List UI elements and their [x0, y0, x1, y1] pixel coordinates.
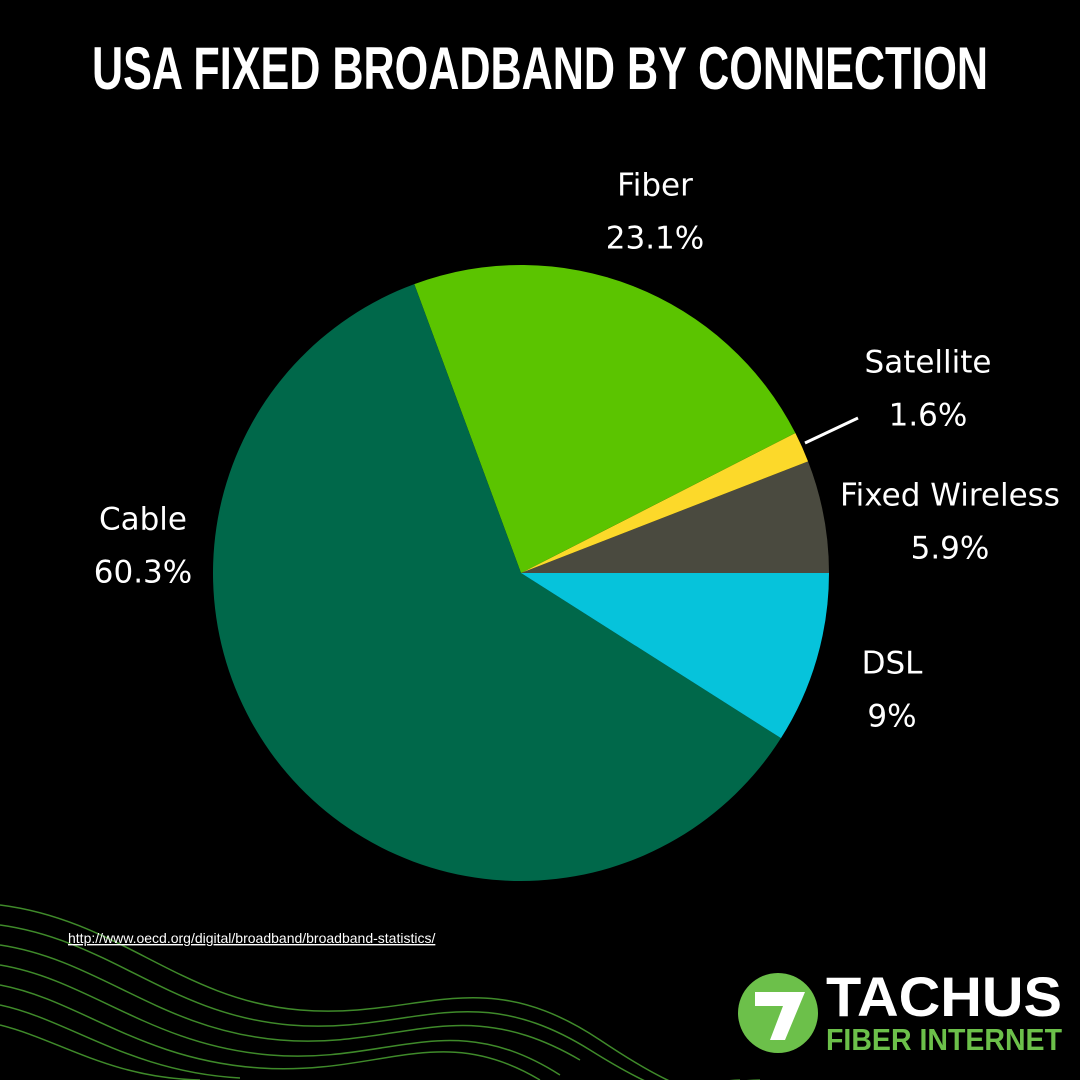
chart-title: USA FIXED BROADBAND BY CONNECTION — [92, 35, 988, 102]
slice-label: Cable — [99, 502, 187, 538]
pie-slice — [414, 265, 796, 573]
slice-label: Satellite — [865, 345, 992, 381]
pie-slice — [521, 461, 829, 573]
background-waves — [0, 904, 760, 1080]
slice-label: Fixed Wireless — [840, 478, 1060, 514]
pie-slice — [212, 284, 781, 882]
slice-label: Fiber — [617, 168, 693, 204]
value-label: 23.1% — [606, 221, 704, 257]
logo-mark — [738, 973, 818, 1053]
logo-seven — [755, 992, 805, 1040]
value-label: 1.6% — [889, 398, 968, 434]
leader-line — [804, 416, 859, 445]
logo-name: TACHUS — [826, 965, 1062, 1028]
logo-tagline: FIBER INTERNET — [826, 1022, 1062, 1057]
pie-slice — [521, 433, 809, 573]
source-link[interactable]: http://www.oecd.org/digital/broadband/br… — [68, 930, 435, 946]
value-label: 9% — [867, 699, 916, 735]
logo: TACHUS FIBER INTERNET — [738, 965, 1062, 1057]
value-label: 60.3% — [94, 555, 192, 591]
slice-label: DSL — [862, 646, 924, 682]
pie-slice — [521, 573, 829, 739]
pie — [212, 265, 829, 882]
value-label: 5.9% — [911, 531, 990, 567]
